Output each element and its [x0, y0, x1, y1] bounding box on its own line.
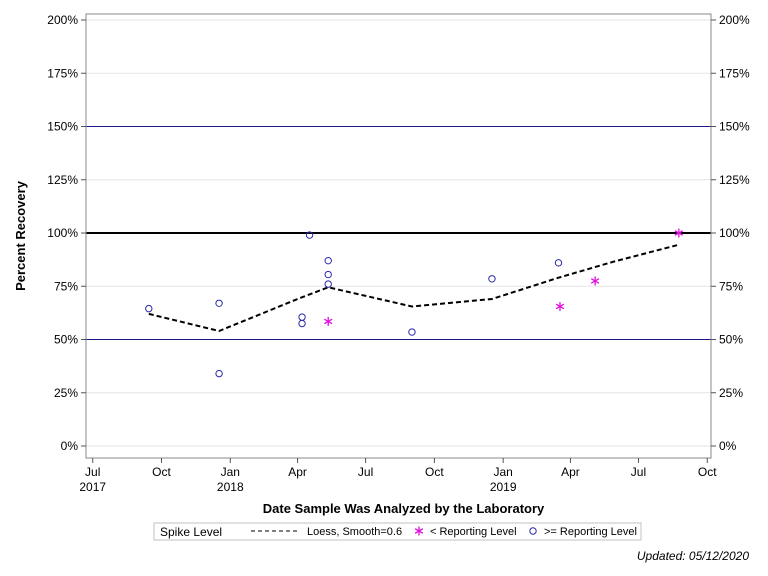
circle-point — [145, 304, 153, 313]
y-tick-label-left: 0% — [61, 439, 79, 453]
circle-point — [324, 280, 332, 288]
y-tick-label-right: 75% — [719, 279, 743, 293]
legend-entries: Loess, Smooth=0.6 < Reporting Level >= Rep… — [251, 526, 637, 538]
y-axis-right: 0% 25% 50% 75% 100% 125% 150% 175% 200% — [711, 13, 750, 453]
y-tick-label-right: 25% — [719, 386, 743, 400]
y-tick-label-left: 50% — [54, 333, 78, 347]
y-tick-label-right: 150% — [719, 120, 750, 134]
y-axis-title: Percent Recovery — [13, 180, 28, 291]
circle-point — [324, 256, 332, 265]
legend-below-label: < Reporting Level — [430, 526, 517, 538]
below-reporting-series — [324, 228, 684, 326]
x-tick-label: Oct — [698, 465, 717, 479]
legend-loess-label: Loess, Smooth=0.6 — [307, 526, 402, 538]
legend: Spike Level Loess, Smooth=0.6 < Reporting… — [153, 522, 642, 541]
y-tick-label-left: 125% — [47, 173, 78, 187]
y-tick-label-right: 0% — [719, 439, 737, 453]
x-tick-label: Jul — [85, 465, 100, 479]
x-tick-label: Apr — [561, 465, 580, 479]
legend-title: Spike Level — [160, 525, 222, 539]
circle-point — [215, 369, 223, 378]
x-tick-label: Oct — [425, 465, 444, 479]
y-tick-label-left: 75% — [54, 279, 78, 293]
y-tick-label-right: 100% — [719, 226, 750, 240]
y-tick-label-left: 100% — [47, 226, 78, 240]
x-tick-label: Jan — [221, 465, 240, 479]
x-tick-label: Jan — [493, 465, 512, 479]
y-axis-left: 0% 25% 50% 75% 100% 125% 150% 175% 200% — [47, 13, 86, 453]
y-tick-label-right: 50% — [719, 333, 743, 347]
x-tick-label: Jul — [358, 465, 373, 479]
loess-line — [148, 243, 680, 333]
x-tick-label: Oct — [152, 465, 171, 479]
series-layer — [145, 228, 684, 378]
y-tick-label-right: 175% — [719, 66, 750, 80]
reference-lines — [86, 126, 711, 340]
x-tick-year-label: 2019 — [490, 480, 517, 494]
circle-point — [215, 299, 223, 307]
loess-series — [148, 243, 680, 333]
circle-point — [298, 319, 306, 328]
y-tick-label-left: 150% — [47, 120, 78, 134]
legend-below-swatch — [414, 526, 424, 536]
asterisk-point — [674, 228, 684, 238]
updated-footnote: Updated: 05/12/2020 — [637, 549, 749, 563]
circle-point — [408, 328, 416, 336]
legend-above-swatch — [529, 527, 537, 535]
x-axis-title: Date Sample Was Analyzed by the Laborato… — [263, 501, 545, 516]
legend-above-label: >= Reporting Level — [544, 526, 637, 538]
y-tick-label-left: 175% — [47, 66, 78, 80]
x-tick-label: Jul — [631, 465, 646, 479]
circle-point — [305, 231, 314, 239]
circle-point — [554, 259, 563, 267]
x-tick-year-label: 2017 — [79, 480, 106, 494]
at-or-above-reporting-series — [145, 231, 563, 378]
legend-box — [153, 522, 642, 541]
y-tick-label-left: 25% — [54, 386, 78, 400]
y-tick-label-right: 125% — [719, 173, 750, 187]
x-tick-label: Apr — [288, 465, 307, 479]
x-tick-year-label: 2018 — [217, 480, 244, 494]
y-tick-label-left: 200% — [47, 13, 78, 27]
circle-point — [324, 270, 332, 279]
circle-point — [488, 275, 496, 283]
asterisk-point — [555, 301, 565, 311]
y-tick-label-right: 200% — [719, 13, 750, 27]
asterisk-point — [324, 316, 333, 326]
asterisk-point — [590, 276, 600, 286]
plot-frame — [85, 13, 712, 459]
